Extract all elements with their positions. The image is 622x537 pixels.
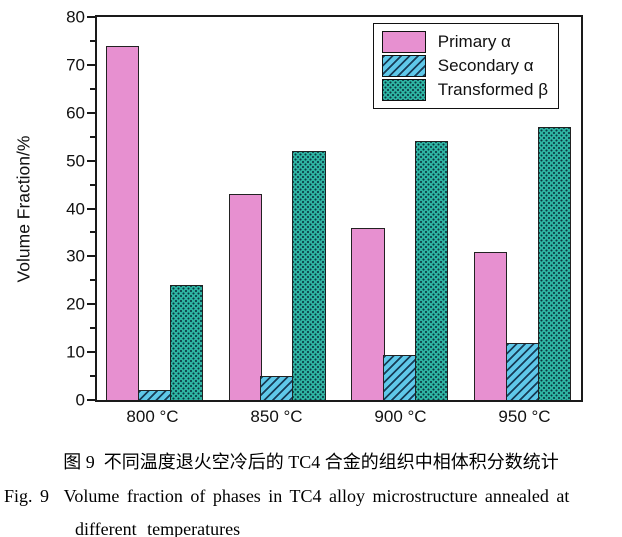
bar xyxy=(414,141,449,400)
bar xyxy=(351,227,385,400)
y-major-tick xyxy=(87,16,95,18)
y-tick-label: 0 xyxy=(75,390,85,410)
bar xyxy=(473,251,508,400)
plot-area: Primary α Secondary α Transformed β 0 10 20 3… xyxy=(66,9,583,409)
y-minor-tick xyxy=(90,135,95,138)
caption-english-line1: Fig. 9 Volume fraction of phases in TC4 … xyxy=(4,486,570,506)
y-tick-label: 30 xyxy=(66,246,85,266)
y-tick-label: 70 xyxy=(66,55,85,75)
bar-group xyxy=(351,17,449,400)
y-tick-label: 50 xyxy=(66,151,85,171)
bar xyxy=(260,376,294,400)
y-tick-label: 20 xyxy=(66,294,85,314)
legend-item: Secondary α xyxy=(381,55,548,77)
bar-group xyxy=(106,17,203,400)
y-minor-tick xyxy=(90,279,95,282)
legend-swatch xyxy=(381,79,426,101)
legend-label: Primary α xyxy=(437,32,511,51)
x-tick-label: 950 °C xyxy=(498,407,551,426)
bar-group xyxy=(473,17,571,400)
y-minor-tick xyxy=(90,375,95,378)
y-major-tick xyxy=(87,303,95,306)
bar-chart: Volume Fraction/% Primary α Secondary α Tr… xyxy=(13,9,583,427)
y-tick-label: 40 xyxy=(66,199,85,218)
bar xyxy=(169,285,203,400)
caption-english-line2: different temperatures xyxy=(75,519,241,537)
y-major-tick xyxy=(87,111,95,114)
y-major-tick xyxy=(87,399,95,401)
y-minor-tick xyxy=(90,87,95,90)
x-tick-label: 850 °C xyxy=(250,407,303,426)
x-tick-label: 800 °C xyxy=(126,407,179,426)
caption-chinese: 图 9 不同温度退火空冷后的 TC4 合金的组织中相体积分数统计 xyxy=(63,452,559,472)
y-major-tick xyxy=(87,63,95,66)
bar xyxy=(137,390,172,400)
y-minor-tick xyxy=(90,183,95,186)
y-tick-label: 80 xyxy=(66,7,85,27)
bar xyxy=(537,127,571,400)
bar xyxy=(228,194,262,400)
legend-swatch xyxy=(381,31,426,53)
bars-region xyxy=(97,17,581,400)
bar xyxy=(292,151,326,400)
legend-label: Secondary α xyxy=(437,56,534,75)
x-tick-label: 900 °C xyxy=(374,407,427,426)
y-major-tick xyxy=(87,207,95,210)
legend-label: Transformed β xyxy=(437,80,548,99)
legend-item: Primary α xyxy=(381,31,548,53)
bar xyxy=(505,342,540,400)
y-major-tick xyxy=(87,351,95,354)
x-axis-labels: 800 °C 850 °C 900 °C 950 °C xyxy=(95,407,583,427)
figure-caption: 图 9 不同温度退火空冷后的 TC4 合金的组织中相体积分数统计 Fig. 9 … xyxy=(0,442,622,537)
y-tick-label: 60 xyxy=(66,103,85,123)
bar xyxy=(106,45,140,400)
legend: Primary α Secondary α Transformed β xyxy=(372,23,559,109)
legend-swatch xyxy=(381,55,426,77)
bar-group xyxy=(228,17,326,400)
bar xyxy=(383,354,417,400)
y-axis-label: Volume Fraction/% xyxy=(13,135,34,283)
y-tick-label: 10 xyxy=(66,342,85,362)
y-major-tick xyxy=(87,159,95,162)
y-minor-tick xyxy=(90,231,95,234)
y-minor-tick xyxy=(90,39,95,42)
legend-item: Transformed β xyxy=(381,79,548,101)
y-minor-tick xyxy=(90,327,95,330)
y-major-tick xyxy=(87,255,95,258)
